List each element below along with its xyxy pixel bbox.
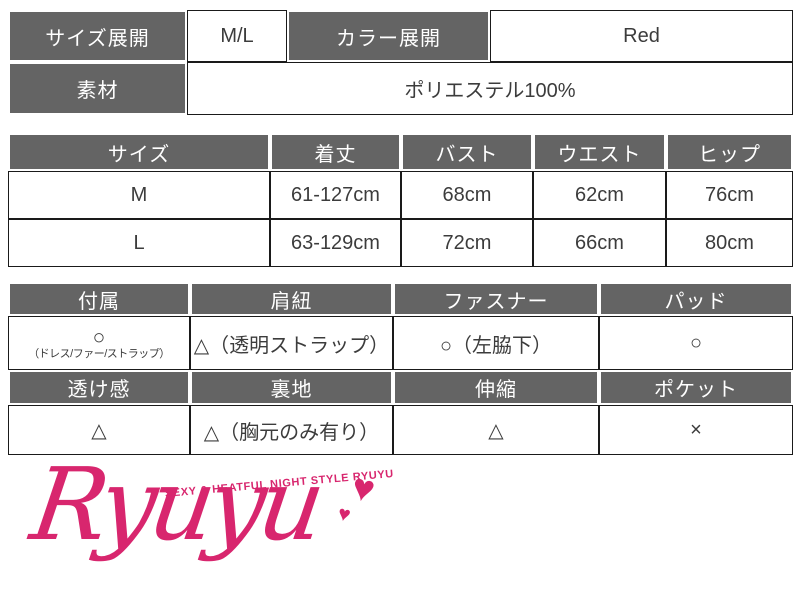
size-l-label: L [8, 219, 270, 267]
shoulder-strap-header: 肩紐 [190, 282, 393, 316]
shoulder-strap-value: △（透明ストラップ） [190, 316, 393, 370]
fastener-value: ○（左脇下） [393, 316, 599, 370]
size-range-value: M/L [187, 10, 287, 62]
length-col-header: 着丈 [270, 133, 401, 171]
size-m-length: 61-127cm [270, 171, 401, 219]
size-m-bust: 68cm [401, 171, 533, 219]
size-l-bust: 72cm [401, 219, 533, 267]
material-header: 素材 [8, 62, 187, 115]
feature-table: 付属 肩紐 ファスナー パッド ○ （ドレス/ファー/ストラップ） △（透明スト… [8, 282, 793, 455]
size-col-header: サイズ [8, 133, 270, 171]
size-m-label: M [8, 171, 270, 219]
color-range-header: カラー展開 [287, 10, 490, 62]
size-range-header: サイズ展開 [8, 10, 187, 62]
attachment-value: ○ （ドレス/ファー/ストラップ） [8, 316, 190, 370]
size-m-waist: 62cm [533, 171, 666, 219]
pocket-header: ポケット [599, 370, 793, 405]
color-range-value: Red [490, 10, 793, 62]
pad-value: ○ [599, 316, 793, 370]
size-l-hip: 80cm [666, 219, 793, 267]
attachment-header: 付属 [8, 282, 190, 316]
size-l-waist: 66cm [533, 219, 666, 267]
size-l-length: 63-129cm [270, 219, 401, 267]
heart-icon-small: ♥ [335, 501, 353, 528]
pocket-value: × [599, 405, 793, 455]
fastener-header: ファスナー [393, 282, 599, 316]
attachment-note: （ドレス/ファー/ストラップ） [28, 348, 170, 361]
stretch-value: △ [393, 405, 599, 455]
product-info-table: サイズ展開 M/L カラー展開 Red 素材 ポリエステル100% [8, 10, 793, 115]
attachment-symbol: ○ [92, 326, 106, 350]
material-value: ポリエステル100% [187, 62, 793, 115]
brand-logo: Ryuyu SEXY & HEATFUL NIGHT STYLE RYUYU ♥… [25, 446, 415, 600]
bust-col-header: バスト [401, 133, 533, 171]
size-m-hip: 76cm [666, 171, 793, 219]
stretch-header: 伸縮 [393, 370, 599, 405]
hip-col-header: ヒップ [666, 133, 793, 171]
sheerness-value: △ [8, 405, 190, 455]
lining-header: 裏地 [190, 370, 393, 405]
brand-script-text: Ryuyu [24, 446, 327, 563]
lining-value: △（胸元のみ有り） [190, 405, 393, 455]
size-spec-table: サイズ 着丈 バスト ウエスト ヒップ M 61-127cm 68cm 62cm… [8, 133, 793, 267]
pad-header: パッド [599, 282, 793, 316]
sheerness-header: 透け感 [8, 370, 190, 405]
waist-col-header: ウエスト [533, 133, 666, 171]
